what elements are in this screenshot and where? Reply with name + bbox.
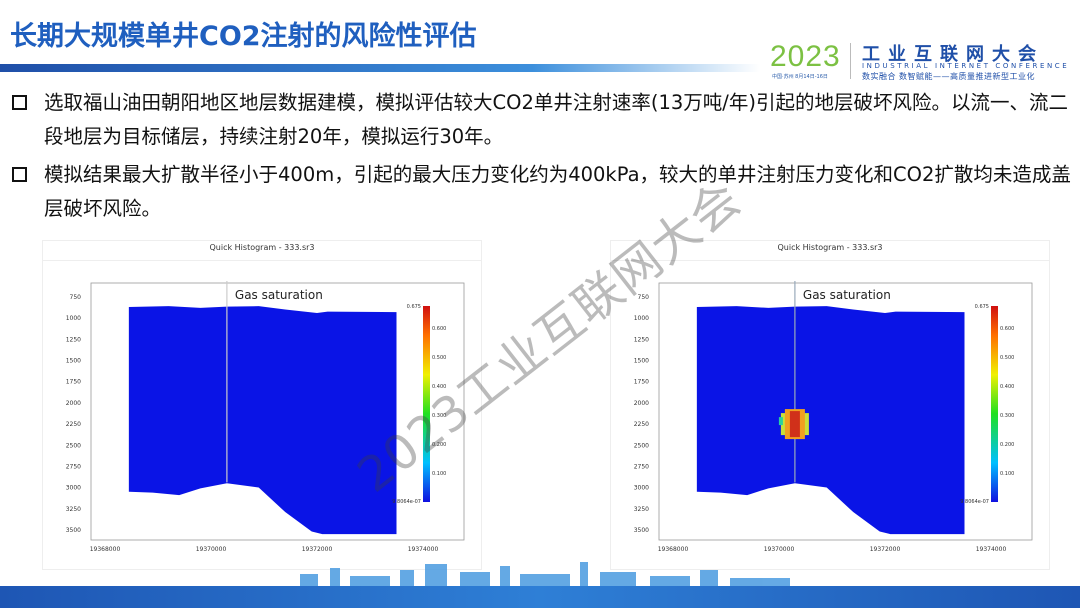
y-tick-label: 2500 [66,442,81,449]
y-tick-label: 1250 [66,336,81,343]
y-tick-label: 1750 [634,379,649,386]
conference-logo: 2023 中国·苏州 8月14日-16日 工业互联网大会 INDUSTRIAL … [770,40,1070,82]
x-tick-label: 19372000 [302,546,333,553]
title-underline-bar [0,64,760,72]
x-tick-label: 19370000 [764,546,795,553]
bullet-text: 选取福山油田朝阳地区地层数据建模，模拟评估较大CO2单井注射速率(13万吨/年)… [44,91,1068,148]
colorbar-tick-label: 0.200 [1000,442,1014,448]
colorbar-tick-label: 0.400 [432,384,446,390]
y-tick-label: 2250 [66,421,81,428]
y-tick-label: 750 [70,294,82,301]
colorbar-tick-label: 0.600 [1000,326,1014,332]
y-tick-label: 1500 [634,358,649,365]
colorbar-tick-label: 0.400 [1000,384,1014,390]
y-tick-label: 1750 [66,379,81,386]
co2-plume-edge [778,417,783,426]
colorbar-tick-label: 0.500 [432,355,446,361]
slide-title: 长期大规模单井CO2注射的风险性评估 [10,21,477,52]
logo-name-en: INDUSTRIAL INTERNET CONFERENCE [862,62,1070,70]
colorbar-max-label: 0.675 [975,304,989,310]
x-tick-label: 19368000 [658,546,689,553]
y-tick-label: 2750 [634,463,649,470]
plot-window-title: Quick Histogram - 333.sr3 [43,241,481,261]
y-tick-label: 3250 [66,506,81,513]
plot-label: Gas saturation [803,288,891,302]
co2-plume-core [789,411,800,438]
y-tick-label: 3500 [66,527,81,534]
colorbar [991,306,998,502]
y-tick-label: 3000 [66,485,81,492]
x-tick-label: 19372000 [870,546,901,553]
logo-name-cn: 工业互联网大会 [862,44,1044,65]
colorbar-tick-label: 0.500 [1000,355,1014,361]
y-tick-label: 2500 [634,442,649,449]
y-tick-label: 1500 [66,358,81,365]
y-tick-label: 3250 [634,506,649,513]
x-tick-label: 19374000 [408,546,439,553]
logo-location-date: 中国·苏州 8月14日-16日 [772,74,828,80]
y-tick-label: 750 [638,294,650,301]
city-skyline-decoration [300,562,790,588]
y-tick-label: 3000 [634,485,649,492]
x-tick-label: 19370000 [196,546,227,553]
footer-bar [0,586,1080,608]
simulation-plot-right: Quick Histogram - 333.sr3 Gas saturation… [610,240,1050,570]
y-tick-label: 2000 [634,400,649,407]
bullet-list: 选取福山油田朝阳地区地层数据建模，模拟评估较大CO2单井注射速率(13万吨/年)… [12,86,1072,230]
bullet-item: 选取福山油田朝阳地区地层数据建模，模拟评估较大CO2单井注射速率(13万吨/年)… [12,86,1072,154]
plot-svg: Gas saturation 750 1000 1250 1500 1750 2000 225… [66,281,465,553]
plot-svg: Gas saturation 750 1000 1250 1500 1750 2000 225… [634,281,1033,553]
simulation-plot-left: Quick Histogram - 333.sr3 Gas saturation… [42,240,482,570]
colorbar-tick-label: 0.200 [432,442,446,448]
plot-frame [90,282,465,541]
y-tick-label: 1250 [634,336,649,343]
checkbox-bullet-icon [12,167,27,182]
colorbar-tick-label: 0.600 [432,326,446,332]
colorbar-tick-label: 0.100 [432,471,446,477]
colorbar-tick-label: 0.100 [1000,471,1014,477]
plot-window-title: Quick Histogram - 333.sr3 [611,241,1049,261]
y-tick-label: 1000 [634,315,649,322]
x-tick-label: 19368000 [90,546,121,553]
colorbar-max-label: 0.675 [407,304,421,310]
plot-frame [658,282,1033,541]
y-tick-label: 2250 [634,421,649,428]
bullet-text: 模拟结果最大扩散半径小于400m，引起的最大压力变化约为400kPa，较大的单井… [44,163,1071,220]
bullet-item: 模拟结果最大扩散半径小于400m，引起的最大压力变化约为400kPa，较大的单井… [12,158,1072,226]
logo-divider [850,43,851,79]
reservoir-model-grid [696,306,965,535]
y-tick-label: 2000 [66,400,81,407]
colorbar-tick-label: 0.300 [1000,413,1014,419]
colorbar-min-label: 9.8064e-07 [960,499,989,505]
y-tick-label: 1000 [66,315,81,322]
x-tick-label: 19374000 [976,546,1007,553]
colorbar [423,306,430,502]
checkbox-bullet-icon [12,95,27,110]
plot-label: Gas saturation [235,288,323,302]
colorbar-tick-label: 0.300 [432,413,446,419]
colorbar-min-label: 9.8064e-07 [392,499,421,505]
reservoir-model-grid [128,306,397,535]
logo-slogan: 数实融合 数智赋能——高质量推进新型工业化 [862,72,1036,81]
y-tick-label: 3500 [634,527,649,534]
logo-year: 2023 [770,40,841,73]
y-tick-label: 2750 [66,463,81,470]
